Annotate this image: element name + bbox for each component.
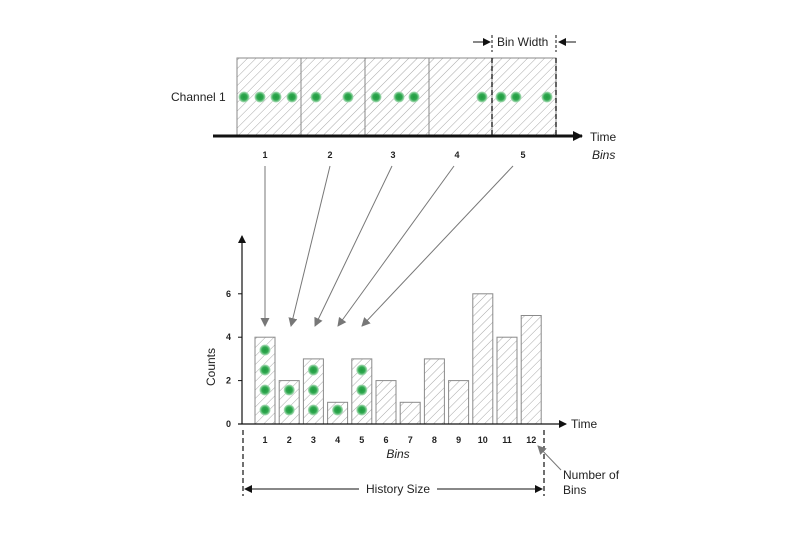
bin-width-label: Bin Width [497,35,548,49]
channel-event-dot [286,91,298,103]
x-tick-label: 10 [478,435,488,445]
histogram-event-dot [307,364,319,376]
history-size-indicator: History Size [242,430,545,496]
channel-event-dot [370,91,382,103]
bottom-bins-label: Bins [386,447,409,461]
bin-width-indicator: Bin Width [473,35,576,52]
histogram-event-dot [283,404,295,416]
channel-event-dot [495,91,507,103]
histogram-bar [520,315,542,425]
channel-bin-number: 2 [327,150,332,160]
channel-bin-number: 4 [454,150,459,160]
channel-event-dot [342,91,354,103]
number-of-bins-label-line1: Number of [563,468,620,482]
channel-label: Channel 1 [171,90,226,104]
histogram-bar [496,336,518,425]
histogram-event-dot [259,404,271,416]
histogram-event-dot [259,344,271,356]
x-tick-label: 1 [262,435,267,445]
bottom-time-label: Time [571,417,598,431]
histogram-bar [423,358,445,425]
y-tick-label: 6 [226,289,231,299]
channel-event-dot [408,91,420,103]
channel-event-dot [238,91,250,103]
number-of-bins-label-line2: Bins [563,483,586,497]
x-axis-ticks: 1 2 3 4 5 6 7 8 9 10 11 12 [262,435,536,445]
histogram-bar [472,293,494,425]
channel-bin-number: 1 [262,150,267,160]
top-time-label: Time [590,130,617,144]
channel-bin-numbers: 1 2 3 4 5 [262,150,525,160]
histogram-event-dot [283,384,295,396]
histogram-event-dot [259,384,271,396]
x-tick-label: 3 [311,435,316,445]
y-tick-label: 4 [226,332,231,342]
x-tick-label: 9 [456,435,461,445]
channel-event-dot [270,91,282,103]
channel-event-dots [238,91,553,103]
histogram-bar [375,380,397,425]
channel-event-dot [310,91,322,103]
y-tick-label: 0 [226,419,231,429]
x-tick-label: 7 [408,435,413,445]
histogram-event-dot [259,364,271,376]
history-size-label: History Size [366,482,430,496]
channel-bin-number: 3 [390,150,395,160]
x-tick-label: 8 [432,435,437,445]
histogram-event-dot [356,404,368,416]
histogram-bars [254,293,542,425]
channel-timeline: Channel 1 Time Bins 1 2 3 4 5 Bin Width [171,35,617,162]
bin-mapping-arrows [260,165,514,327]
histogram-event-dot [332,404,344,416]
top-bins-label: Bins [592,148,615,162]
mapping-arrow-bin-4 [337,165,455,327]
channel-event-dot [541,91,553,103]
channel-event-dot [393,91,405,103]
channel-bin-number: 5 [520,150,525,160]
mapping-arrow-bin-5 [361,165,514,327]
x-tick-label: 6 [383,435,388,445]
y-axis-label: Counts [204,348,218,386]
histogram-bar [399,401,421,425]
histogram-event-dot [307,404,319,416]
histogram-event-dot [356,384,368,396]
x-tick-label: 12 [526,435,536,445]
channel-event-dot [510,91,522,103]
y-axis-ticks: 0 2 4 6 [226,289,242,429]
mapping-arrow-bin-3 [314,165,393,327]
y-tick-label: 2 [226,376,231,386]
histogram-event-dot [356,364,368,376]
x-tick-label: 4 [335,435,340,445]
x-tick-label: 11 [502,435,512,445]
channel-event-dot [254,91,266,103]
histogram-event-dot [307,384,319,396]
number-of-bins-callout: Number of Bins [537,445,620,497]
histogram-bar [448,380,470,425]
x-tick-label: 2 [287,435,292,445]
histogram-event-dots [259,344,368,416]
x-tick-label: 5 [359,435,364,445]
channel-event-dot [476,91,488,103]
mapping-arrow-bin-2 [288,165,331,327]
